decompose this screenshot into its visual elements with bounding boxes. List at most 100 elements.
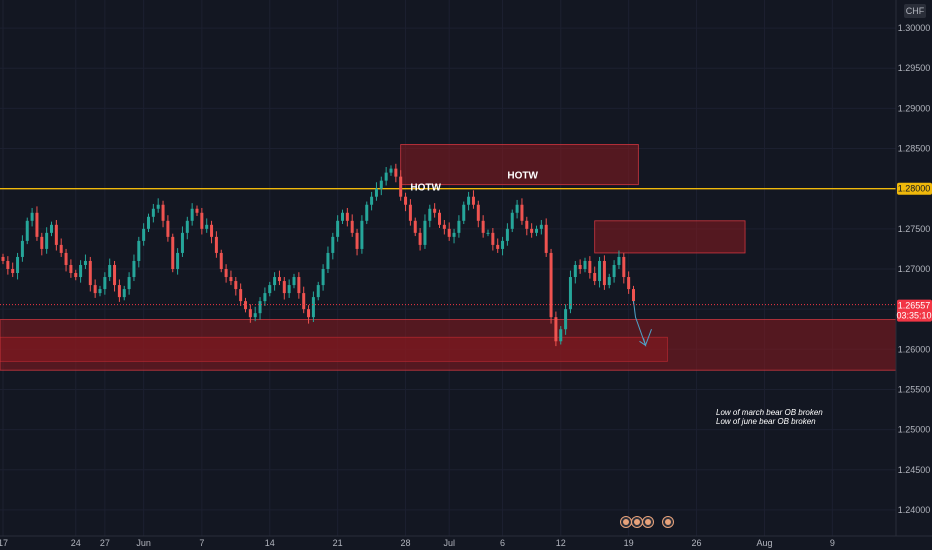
candle-body — [210, 224, 214, 237]
candle-body — [74, 273, 78, 278]
note-line-1: Low of march bear OB broken — [716, 408, 823, 417]
x-tick-label: 26 — [692, 538, 702, 548]
y-tick-label: 1.27500 — [898, 224, 931, 234]
candle-body — [554, 317, 558, 342]
x-tick-label: 28 — [401, 538, 411, 548]
candle-body — [50, 224, 53, 233]
candle-body — [229, 277, 233, 282]
order-block-zone — [594, 220, 746, 254]
candle-body — [539, 224, 543, 229]
candle-body — [404, 196, 408, 205]
order-block-zone — [400, 144, 639, 186]
x-tick-label: 12 — [556, 538, 566, 548]
x-tick-label: Jun — [136, 538, 151, 548]
candle-body — [549, 252, 553, 318]
candle-body — [35, 212, 39, 237]
event-icon-face — [634, 519, 640, 525]
candle-body — [200, 212, 204, 229]
candle-body — [452, 232, 456, 237]
emoji-face-icon[interactable] — [620, 516, 632, 528]
candle-body — [617, 256, 621, 265]
candle-body — [559, 329, 563, 342]
candle-body — [336, 220, 340, 237]
candle-body — [20, 240, 24, 257]
y-tick-label: 1.24500 — [898, 465, 931, 475]
candle-body — [176, 252, 180, 269]
level-price-badge: 1.28000 — [897, 182, 932, 195]
candle-body — [59, 244, 63, 253]
arrow-head — [639, 338, 647, 347]
candle-body — [588, 260, 592, 274]
candle-body — [331, 236, 335, 253]
candle-body — [612, 264, 616, 278]
candle-body — [127, 277, 131, 290]
price-scale[interactable] — [896, 0, 932, 550]
candle-body — [418, 232, 422, 245]
candle-body — [510, 212, 514, 229]
candle-body — [214, 236, 218, 253]
candle-body — [297, 277, 301, 294]
x-tick-label: 9 — [830, 538, 835, 548]
candle-body — [535, 228, 538, 233]
candle-body — [287, 285, 291, 294]
candle-body — [607, 277, 611, 286]
y-tick-label: 1.27000 — [898, 264, 931, 274]
y-tick-label: 1.26000 — [898, 344, 931, 354]
candle-body — [476, 204, 480, 221]
time-scale[interactable] — [0, 536, 896, 550]
candle-body — [501, 240, 505, 249]
candle-body — [573, 264, 577, 278]
candle-body — [311, 297, 315, 318]
y-tick-label: 1.25500 — [898, 384, 931, 394]
candle-body — [316, 285, 320, 298]
candle-body — [156, 204, 160, 209]
candle-body — [224, 269, 228, 278]
candle-body — [93, 285, 97, 294]
candle-body — [413, 220, 417, 233]
candle-body — [505, 228, 509, 241]
candle-body — [195, 208, 199, 213]
candle-body — [234, 281, 238, 290]
candle-body — [117, 285, 121, 298]
candle-body — [40, 236, 44, 249]
projection-arrow[interactable] — [633, 301, 652, 347]
last-price-text: 1.26557 — [898, 301, 931, 311]
emoji-face-icon[interactable] — [642, 516, 654, 528]
x-axis-ticks: 17 24 27 Jun 7 14 21 28 Jul 6 12 19 26 Aug 9 — [0, 538, 835, 548]
candle-body — [622, 256, 626, 278]
candle-body — [268, 285, 272, 294]
y-tick-label: 1.30000 — [898, 23, 931, 33]
candle-body — [108, 264, 112, 278]
candle-body — [6, 260, 10, 269]
order-block-zone — [0, 319, 897, 371]
candle-body — [355, 232, 359, 249]
candle-body — [525, 220, 529, 229]
candle-body — [598, 260, 602, 282]
emoji-face-icon[interactable] — [631, 516, 643, 528]
candle-body — [277, 277, 281, 282]
candle-body — [447, 228, 451, 237]
level-price-text: 1.28000 — [898, 184, 931, 194]
candle-body — [161, 204, 165, 221]
candle-body — [239, 289, 243, 302]
candle-body — [151, 208, 155, 217]
candle-body — [25, 220, 29, 241]
candle-body — [602, 260, 606, 286]
candle-body — [365, 204, 369, 221]
candle-body — [69, 264, 73, 274]
emoji-face-icon[interactable] — [662, 516, 674, 528]
event-icons[interactable] — [620, 516, 674, 528]
candle-body — [394, 168, 398, 177]
y-tick-label: 1.29000 — [898, 103, 931, 113]
candle-body — [258, 301, 262, 314]
candle-body — [83, 260, 87, 265]
candle-body — [248, 309, 252, 318]
candle-body — [471, 196, 475, 205]
currency-badge[interactable] — [904, 4, 926, 18]
x-tick-label: Aug — [756, 538, 772, 548]
candle-body — [632, 289, 635, 302]
candle-body — [583, 260, 587, 269]
candle-body — [321, 269, 325, 286]
candle-body — [307, 309, 311, 318]
